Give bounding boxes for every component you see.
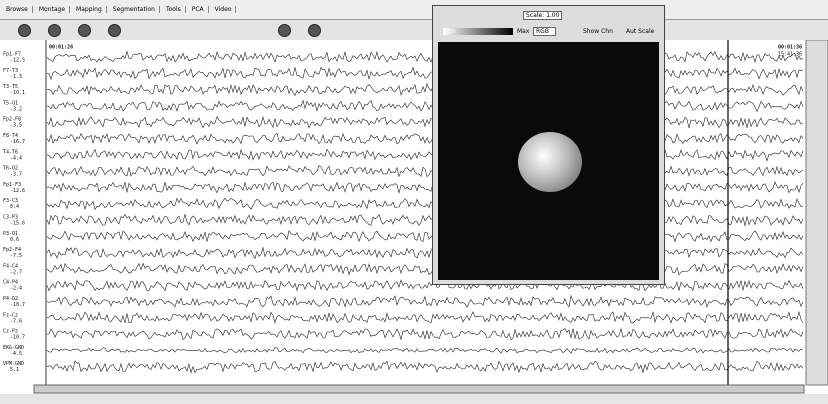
channel-value: -10.7 [10, 302, 25, 308]
scale-field[interactable]: Scale: 1.00 [523, 11, 562, 20]
channel-value: -3.2 [10, 106, 22, 112]
map-view [438, 42, 659, 280]
channel-value: -12.6 [10, 188, 25, 194]
channel-value: -15.6 [10, 221, 25, 227]
eeg-app: Browse Montage Mapping Segmentation Tools PCA… [0, 0, 828, 404]
channel-value: -3.7 [10, 172, 22, 178]
channel-value: -1.3 [10, 74, 22, 80]
tool-button[interactable] [78, 24, 91, 37]
tool-button[interactable] [108, 24, 121, 37]
channel-value: -2.7 [10, 269, 22, 275]
eeg-viewer: 00:01:26 00:01:36 15:41:36 Fp1-F7-12.5F7… [0, 40, 828, 404]
auto-scale-checkbox[interactable]: Aut Scale [626, 28, 654, 35]
show-channels-checkbox[interactable]: Show Chn [583, 28, 613, 35]
channel-value: -4.4 [10, 155, 22, 161]
menu-tab[interactable]: PCA [192, 6, 209, 13]
channel-value: -10.1 [10, 90, 25, 96]
channel-value: 0.6 [10, 237, 19, 243]
channel-value: -7.6 [10, 318, 22, 324]
scrollbar[interactable] [34, 385, 804, 393]
menu-tab[interactable]: Mapping [76, 6, 107, 13]
channel-value: -3.5 [10, 123, 22, 129]
channel-value: -16.7 [10, 139, 25, 145]
channel-value: -12.5 [10, 58, 25, 64]
start-time: 00:01:26 [49, 45, 73, 51]
head-model [518, 132, 582, 192]
channel-value: -4.5 [10, 351, 22, 357]
tool-button[interactable] [48, 24, 61, 37]
menu-tab[interactable]: Montage [39, 6, 70, 13]
mode-select[interactable]: RGB [533, 27, 556, 36]
menu-tab[interactable]: Segmentation [113, 6, 160, 13]
channel-value: -10.7 [10, 335, 25, 341]
tool-button[interactable] [278, 24, 291, 37]
channel-value: -7.5 [10, 253, 22, 259]
map-window: Scale: 1.00 Min Max RGB Show Chn Aut Sca… [432, 5, 665, 285]
tool-button[interactable] [308, 24, 321, 37]
side-toolbar [806, 40, 828, 385]
channel-value: -2.4 [10, 286, 22, 292]
menu-tab[interactable]: Browse [6, 6, 33, 13]
end-time: 00:01:36 [778, 45, 802, 51]
status-bar [0, 394, 828, 404]
channel-value: 0.4 [10, 204, 19, 210]
map-controls: Scale: 1.00 Min Max RGB Show Chn Aut Sca… [433, 6, 664, 42]
menu-bar: Browse Montage Mapping Segmentation Tools PCA… [0, 0, 828, 20]
max-label: Max [517, 28, 529, 35]
menu-tab[interactable]: Tools [166, 6, 186, 13]
menu-tab[interactable]: Video [215, 6, 237, 13]
min-label: Min [445, 28, 456, 35]
tool-button[interactable] [18, 24, 31, 37]
tool-bar [0, 20, 828, 41]
channel-value: 5.1 [10, 367, 19, 373]
viewer-background [0, 40, 828, 404]
